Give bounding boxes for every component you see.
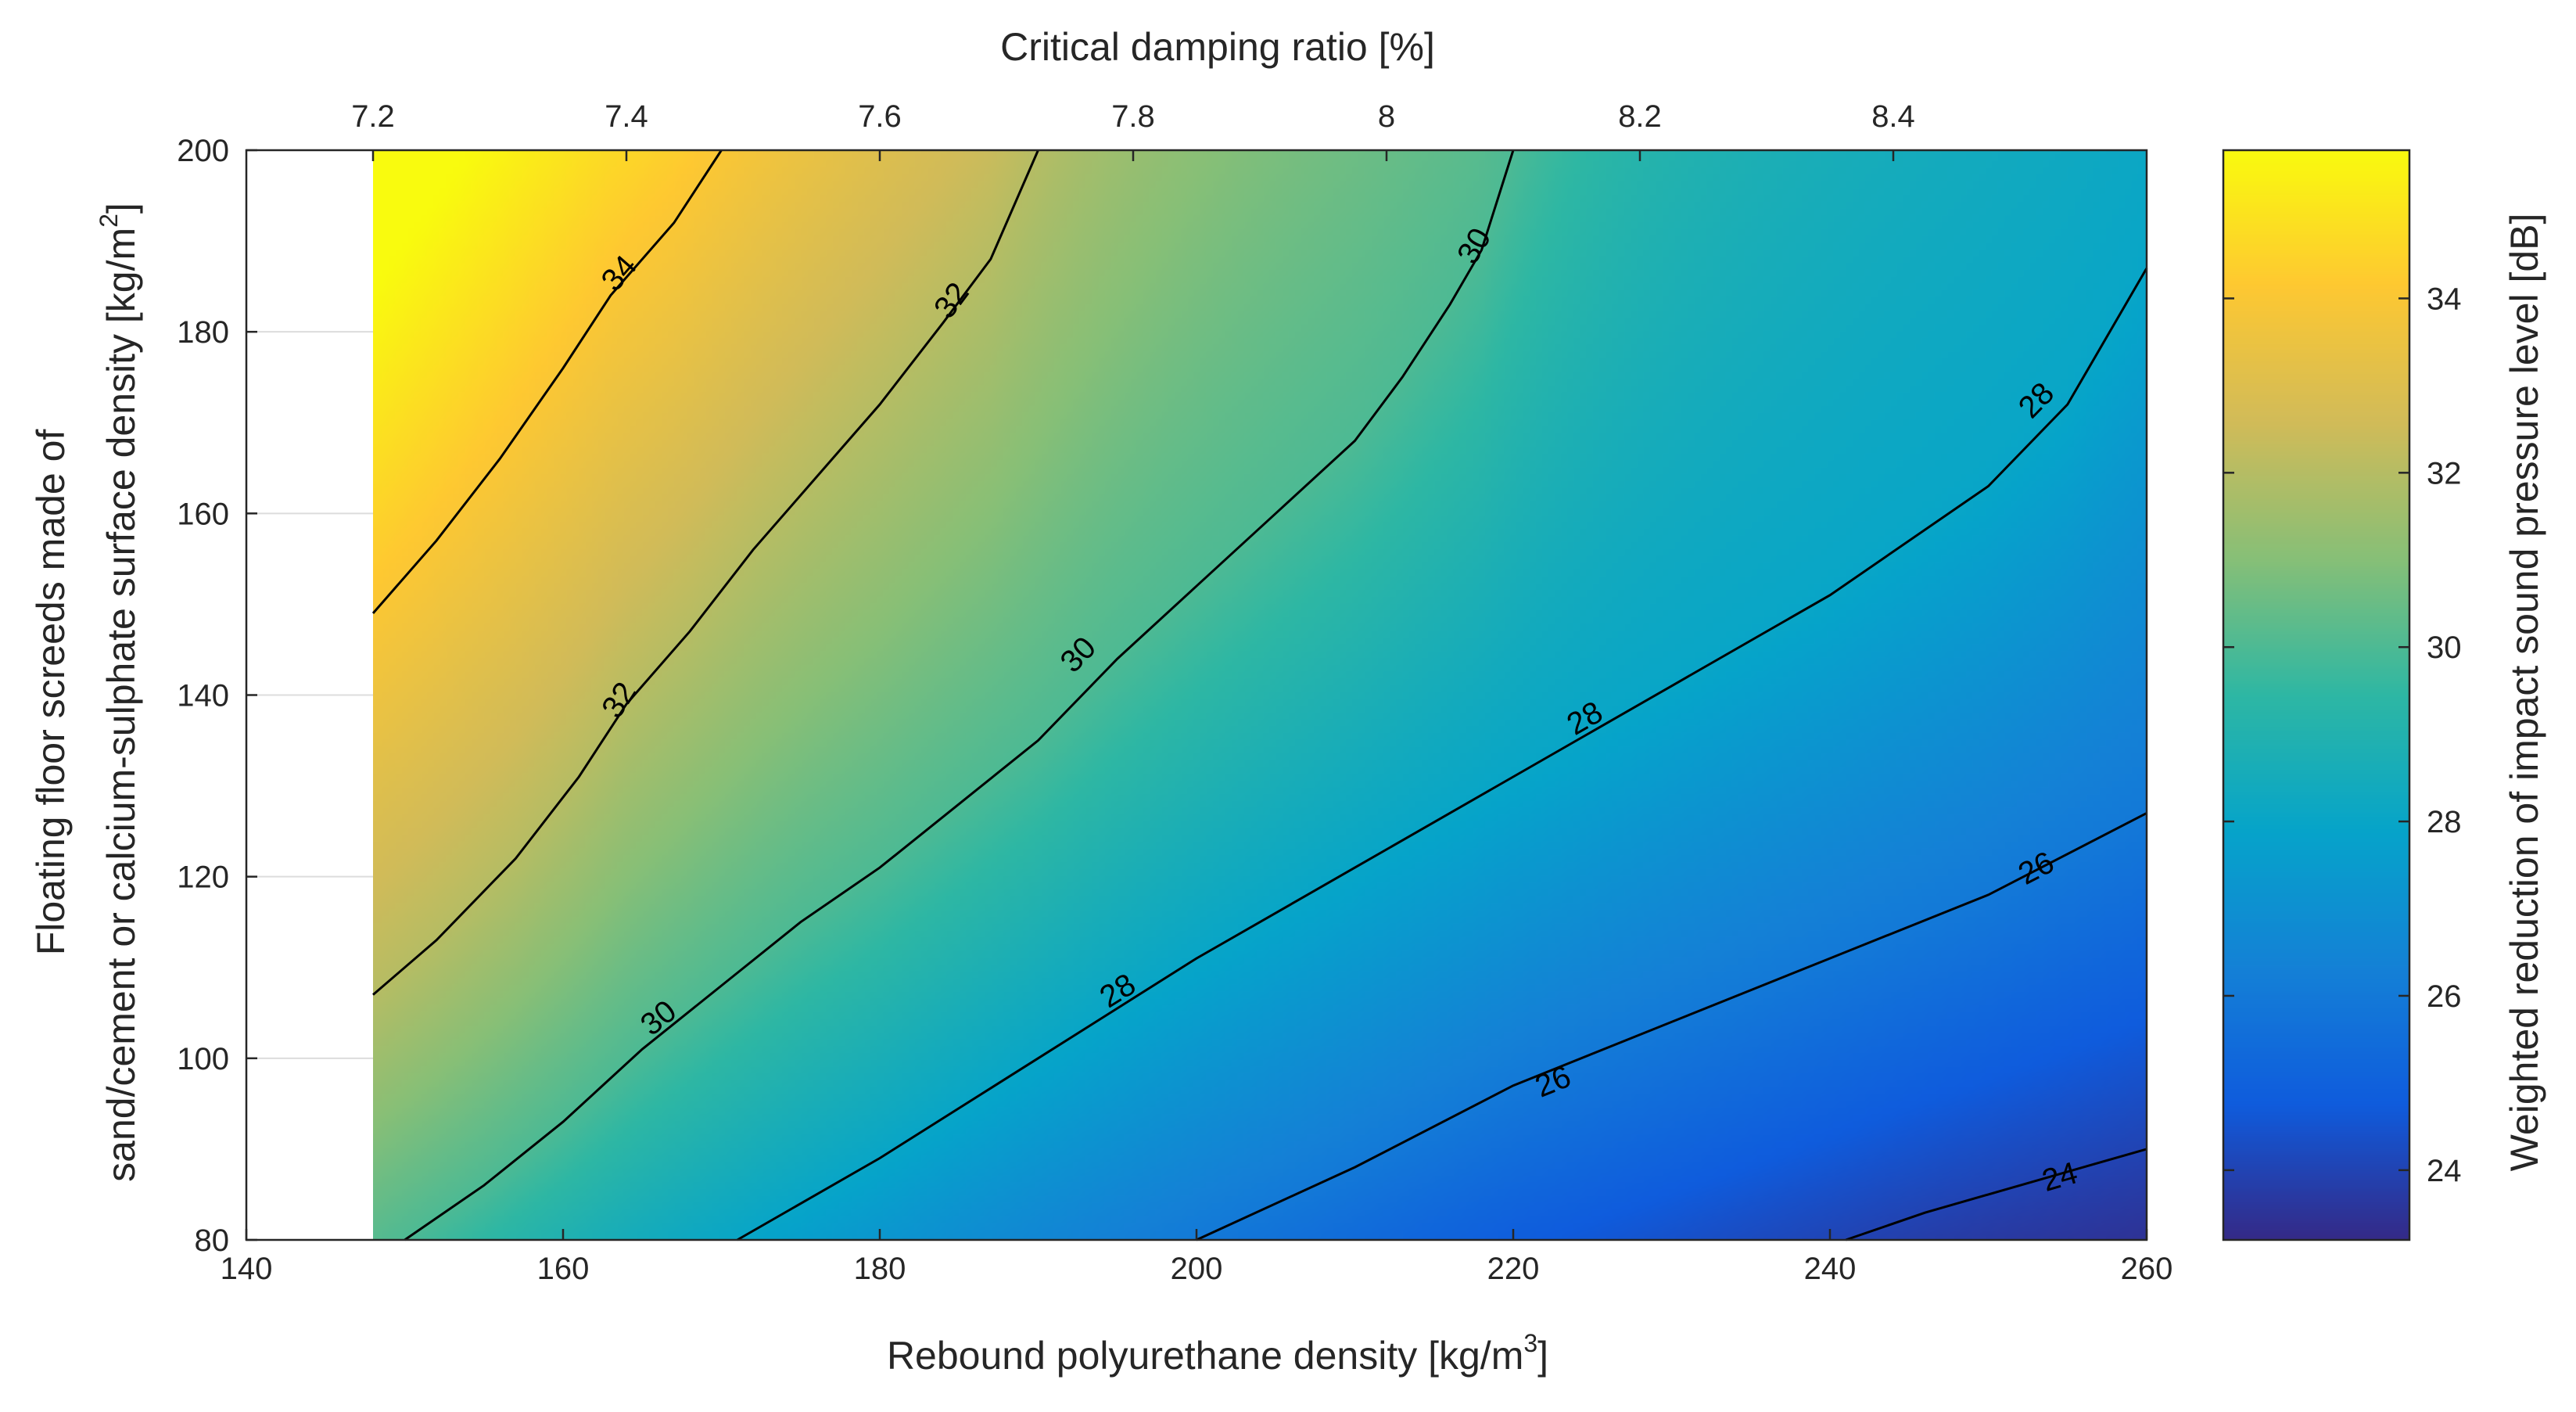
contour-line-26 bbox=[1196, 812, 2147, 1241]
contour-label-group-32-0: 32 bbox=[927, 276, 976, 325]
contour-label-group-28-2: 28 bbox=[2012, 376, 2061, 426]
colorbar-tick-label-1: 26 bbox=[2427, 979, 2462, 1014]
contour-label-group-34-0: 34 bbox=[594, 249, 643, 297]
colorbar-tick-label-4: 32 bbox=[2427, 456, 2462, 490]
x-tick-label-6: 260 bbox=[2121, 1252, 2173, 1286]
top-axis-label: Critical damping ratio [%] bbox=[1000, 25, 1435, 69]
y-tick-label-6: 200 bbox=[177, 134, 229, 168]
colorbar: 24 26 28 30 32 34 bbox=[2222, 149, 2462, 1241]
y-axis-label-superscript: 2 bbox=[95, 214, 123, 228]
y-tick-label-1: 100 bbox=[177, 1042, 229, 1076]
x2-tick-label-4: 8 bbox=[1378, 99, 1395, 134]
contour-line-32 bbox=[372, 149, 1039, 996]
x2-tick-label-2: 7.6 bbox=[858, 99, 902, 134]
tick-labels: 140 160 180 200 220 240 260 80 100 120 140 160 180 20… bbox=[177, 99, 2172, 1286]
plot-frame bbox=[245, 149, 2148, 1241]
x-tick-label-0: 140 bbox=[221, 1252, 273, 1286]
x-tick-label-1: 160 bbox=[537, 1252, 590, 1286]
contour-label-group-28-1: 28 bbox=[1561, 695, 1608, 742]
x2-tick-label-5: 8.2 bbox=[1618, 99, 1662, 134]
contour-label-group-30-2: 30 bbox=[634, 993, 683, 1042]
x2-tick-label-1: 7.4 bbox=[605, 99, 648, 134]
x-axis-label: Rebound polyurethane density [kg/m3] bbox=[887, 1329, 1548, 1378]
contour-line-24 bbox=[1845, 1148, 2147, 1241]
x-tick-label-5: 240 bbox=[1804, 1252, 1857, 1286]
contour-label-group-26-1: 26 bbox=[2013, 845, 2060, 892]
colorbar-tick-label-5: 34 bbox=[2427, 282, 2462, 316]
colorbar-tick-label-2: 28 bbox=[2427, 805, 2462, 839]
x2-tick-label-6: 8.4 bbox=[1871, 99, 1915, 134]
x2-tick-label-0: 7.2 bbox=[351, 99, 395, 134]
contour-line-34 bbox=[371, 149, 723, 614]
contour-label-group-24-0: 24 bbox=[2038, 1155, 2081, 1198]
contour-label-group-32-1: 32 bbox=[595, 676, 643, 724]
y-tick-label-2: 120 bbox=[177, 860, 229, 895]
colorbar-label: Weighted reduction of impact sound press… bbox=[2502, 214, 2546, 1172]
x-tick-label-3: 200 bbox=[1171, 1252, 1223, 1286]
colorbar-tick-label-3: 30 bbox=[2427, 631, 2462, 665]
x-axis-label-superscript: 3 bbox=[1523, 1329, 1537, 1357]
x2-tick-label-3: 7.8 bbox=[1111, 99, 1155, 134]
y-tick-label-3: 140 bbox=[177, 679, 229, 713]
contour-line-28 bbox=[737, 268, 2148, 1241]
y-axis-label-line2: sand/cement or calcium-sulphate surface … bbox=[95, 203, 143, 1182]
x-tick-label-2: 180 bbox=[854, 1252, 906, 1286]
y-tick-label-5: 180 bbox=[177, 315, 229, 350]
axes bbox=[245, 149, 2148, 1241]
contour-label-group-30-1: 30 bbox=[1451, 222, 1498, 270]
y-axis-label-line1: Floating floor screeds made of bbox=[29, 429, 73, 956]
contour-line-30 bbox=[404, 149, 1515, 1241]
x-tick-label-4: 220 bbox=[1487, 1252, 1540, 1286]
colorbar-tick-label-0: 24 bbox=[2427, 1154, 2462, 1188]
colorbar-image bbox=[2223, 150, 2409, 1240]
contour-label-group-28-0: 28 bbox=[1094, 967, 1142, 1015]
heatmap-image bbox=[373, 150, 2147, 1240]
y-tick-label-0: 80 bbox=[195, 1223, 230, 1258]
y-tick-label-4: 160 bbox=[177, 497, 229, 531]
colorbar-frame bbox=[2222, 149, 2411, 1241]
